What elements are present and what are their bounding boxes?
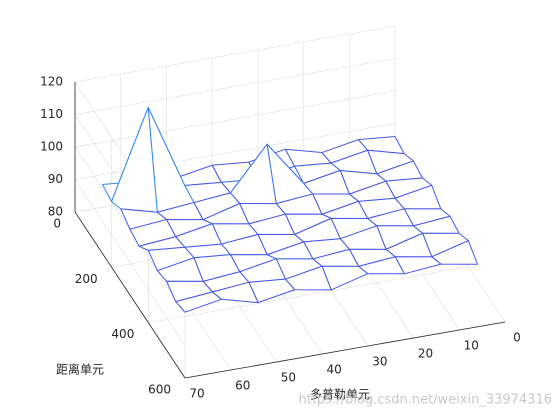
grid-line [74, 58, 396, 115]
y-tick-label: 0 [53, 217, 61, 231]
x-tick-label: 10 [464, 339, 479, 353]
grid-line [74, 25, 396, 83]
z-tick-label: 100 [40, 140, 63, 154]
grid-line [74, 179, 186, 346]
x-tick-label: 0 [513, 331, 521, 345]
axis-line [74, 211, 186, 379]
x-tick-label: 60 [235, 379, 250, 393]
axis-line [184, 321, 506, 379]
x-tick-label: 30 [372, 355, 387, 369]
plot-area: 80 90 100 110 120 0 200 400 600 0 10 20 30 40 50 60 70 [40, 25, 521, 401]
x-tick-label: 70 [189, 387, 204, 401]
watermark: https://blog.csdn.net/weixin_33974316 [298, 393, 552, 408]
y-tick-label: 600 [148, 383, 171, 397]
x-axis-label: 多普勒单元 [310, 388, 370, 402]
mesh-cell [175, 291, 222, 313]
z-tick-label: 90 [48, 172, 63, 186]
x-tick-label: 50 [281, 371, 296, 385]
grid-line [74, 90, 396, 148]
x-tick-label: 20 [418, 347, 433, 361]
z-tick-label: 120 [40, 75, 63, 89]
y-tick-label: 200 [75, 272, 98, 286]
z-tick-label: 110 [40, 107, 63, 121]
y-axis-label: 距离单元 [56, 362, 104, 377]
z-tick-label: 80 [48, 205, 63, 219]
x-tick-label: 40 [327, 363, 342, 377]
grid-line [148, 266, 469, 324]
y-tick-label: 400 [111, 327, 134, 341]
